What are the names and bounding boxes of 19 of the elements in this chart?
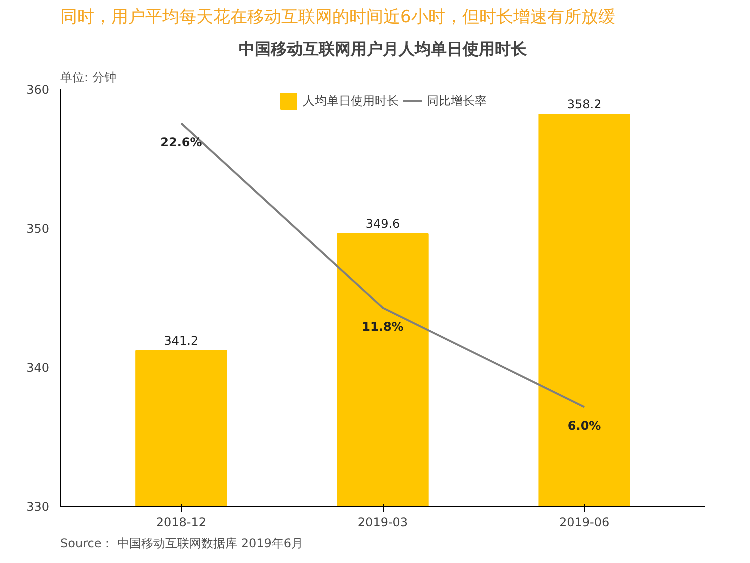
data-label: 349.6 [366,217,400,232]
data-label: 358.2 [567,98,602,112]
y-tick-label: 350 [26,222,50,236]
y-axis-title: 单位: 分钟 [60,70,116,84]
chart-title: 中国移动互联网用户月人均单日使用时长 [239,40,528,58]
source-note: Source： 中国移动互联网数据库 2019年6月 [60,536,304,550]
x-tick-label: 2019-06 [559,516,610,530]
legend-label: 人均单日使用时长 [303,92,399,110]
legend-label: 同比增长率 [427,92,487,110]
data-label: 341.2 [164,334,199,348]
data-label: 6.0% [568,419,602,434]
data-label: 11.8% [362,320,404,334]
x-tick-label: 2018-12 [156,516,207,530]
y-tick-label: 340 [26,361,50,375]
data-label: 22.6% [160,136,202,150]
x-tick-label: 2019-03 [358,516,408,530]
y-tick-label: 330 [26,500,50,514]
chart-subtitle: 同时，用户平均每天花在移动互联网的时间近6小时，但时长增速有所放缓 [60,8,616,28]
y-tick-label: 360 [26,83,50,97]
